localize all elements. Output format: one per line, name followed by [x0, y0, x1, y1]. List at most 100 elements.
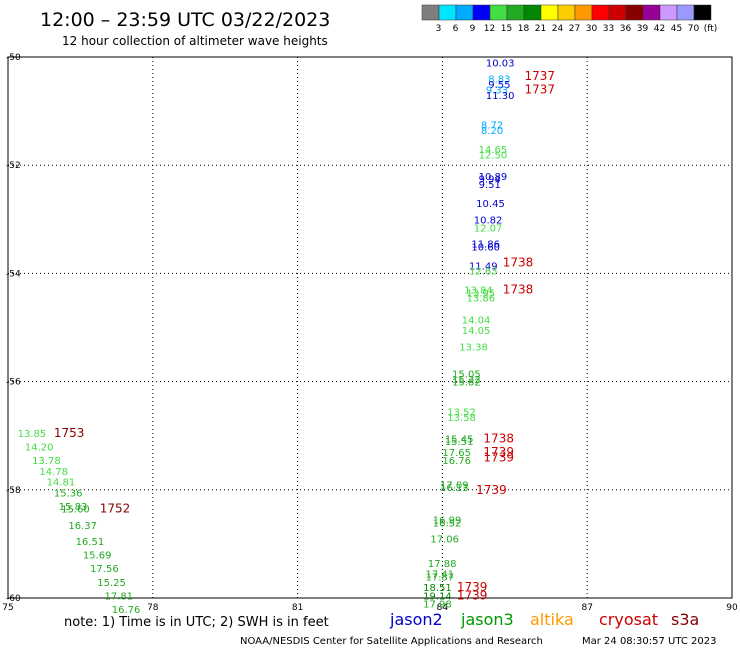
wave-height-label: 13.58 [447, 413, 476, 424]
y-tick-label: -56 [6, 378, 21, 388]
wave-height-label: 16.37 [68, 521, 97, 532]
wave-height-label: 11.86 [471, 240, 500, 251]
colorbar-tick-label: 18 [518, 24, 530, 34]
colorbar-tick-label: 24 [552, 24, 564, 34]
wave-height-label: 17.88 [428, 559, 457, 570]
colorbar-swatch [540, 4, 559, 21]
colorbar-swatch [421, 4, 440, 21]
wave-height-label: 14.81 [47, 478, 76, 489]
wave-height-label: 10.82 [474, 215, 503, 226]
colorbar-swatch [523, 4, 542, 21]
plot-area [7, 56, 733, 599]
wave-height-label: 17.98 [423, 599, 452, 610]
time-label: 1739 [483, 445, 514, 459]
wave-height-label: 8.20 [481, 126, 503, 137]
wave-height-label: 15.51 [445, 437, 474, 448]
wave-height-label: 16.51 [76, 537, 105, 548]
satellite-legend: jason2 jason3 altika cryosat s3a [389, 610, 699, 629]
colorbar-tick-label: 30 [586, 24, 598, 34]
wave-height-label: 10.60 [471, 242, 500, 253]
wave-height-label: 10.45 [476, 199, 505, 210]
grid-lines [8, 57, 732, 598]
colorbar-swatch [438, 4, 457, 21]
wave-height-label: 8.72 [481, 121, 503, 132]
wave-height-label: 9.55 [488, 80, 510, 91]
colorbar-swatch [574, 4, 593, 21]
colorbar-tick-label: 6 [453, 24, 459, 34]
footer-credit: NOAA/NESDIS Center for Satellite Applica… [240, 636, 543, 647]
wave-height-label: 14.05 [462, 326, 491, 337]
colorbar-swatch [472, 4, 491, 21]
time-label: 1752 [100, 502, 131, 516]
wave-height-label: 9.33 [486, 85, 508, 96]
satellite-legend-s3a: s3a [671, 610, 699, 629]
wave-height-label: 17.56 [90, 564, 119, 575]
wave-height-label: 15.36 [54, 489, 83, 500]
satellite-legend-cryosat: cryosat [599, 610, 658, 629]
x-tick-label: 87 [581, 603, 592, 613]
time-label: 1737 [524, 82, 555, 96]
wave-height-label: 9.94 [479, 175, 501, 186]
colorbar-tick-label: 39 [637, 24, 649, 34]
satellite-legend-altika: altika [530, 610, 574, 629]
wave-height-label: 15.82 [452, 378, 481, 389]
colorbar-tick-label: 21 [535, 24, 546, 34]
wave-height-label: 13.95 [467, 288, 496, 299]
colorbar-tick-label: 42 [654, 24, 665, 34]
wave-height-label: 13.38 [459, 342, 488, 353]
time-label: 1739 [457, 580, 488, 594]
wave-height-label: 13.78 [32, 456, 61, 467]
colorbar-swatch [608, 4, 627, 21]
time-label: 1739 [483, 450, 514, 464]
wave-height-label: 15.45 [445, 434, 474, 445]
y-tick-label: -58 [6, 486, 21, 496]
wave-height-label: 12.63 [469, 267, 498, 278]
colorbar-swatch [455, 4, 474, 21]
wave-height-label: 10.89 [479, 172, 508, 183]
wave-height-label: 16.76 [112, 605, 141, 616]
wave-height-label: 15.69 [83, 551, 112, 562]
wave-height-label: 12.50 [479, 150, 508, 161]
time-label: 1738 [503, 256, 534, 270]
time-label: 1737 [524, 69, 555, 83]
wave-height-label: 8.83 [488, 75, 510, 86]
wave-height-label: 16.76 [442, 456, 471, 467]
colorbar-tick-label: 12 [484, 24, 495, 34]
wave-height-label: 17.09 [440, 480, 469, 491]
wave-height-label: 13.85 [18, 429, 47, 440]
colorbar-swatch [676, 4, 695, 21]
y-tick-label: -50 [6, 53, 21, 63]
page-subtitle: 12 hour collection of altimeter wave hei… [62, 34, 328, 48]
plot-border [7, 56, 733, 599]
colorbar-tick-label: 3 [436, 24, 442, 34]
y-tick-label: -52 [6, 161, 21, 171]
wave-height-label: 17.87 [426, 572, 455, 583]
footer-timestamp: Mar 24 08:30:57 UTC 2023 [582, 636, 717, 647]
colorbar-tick-label: 27 [569, 24, 580, 34]
colorbar-swatch [489, 4, 508, 21]
time-label: 1739 [457, 588, 488, 602]
x-tick-label: 90 [726, 603, 738, 613]
wave-height-label: 13.52 [447, 407, 476, 418]
wave-height-label: 17.65 [442, 448, 471, 459]
colorbar-tick-label: 45 [671, 24, 682, 34]
wave-height-label: 18.51 [423, 583, 452, 594]
y-tick-label: -60 [6, 594, 21, 604]
x-tick-label: 78 [147, 603, 159, 613]
wave-height-label: 17.41 [426, 570, 455, 581]
color-scale-legend: 3 6 9 12 15 18 21 24 27 30 33 36 39 42 45 70 (ft) [421, 4, 717, 34]
wave-height-label: 14.78 [39, 467, 68, 478]
wave-height-label: 11.30 [486, 91, 515, 102]
x-tick-label: 75 [2, 603, 13, 613]
colorbar-swatch [659, 4, 678, 21]
colorbar-tick-label: 36 [620, 24, 632, 34]
time-label: 1739 [476, 483, 507, 497]
colorbar-swatch [625, 4, 644, 21]
wave-height-label: 19.14 [423, 591, 452, 602]
wave-height-label: 16.99 [433, 516, 462, 527]
wave-height-label: 17.81 [105, 591, 134, 602]
wave-height-label: 15.22 [452, 375, 481, 386]
wave-height-label: 10.03 [486, 58, 515, 69]
